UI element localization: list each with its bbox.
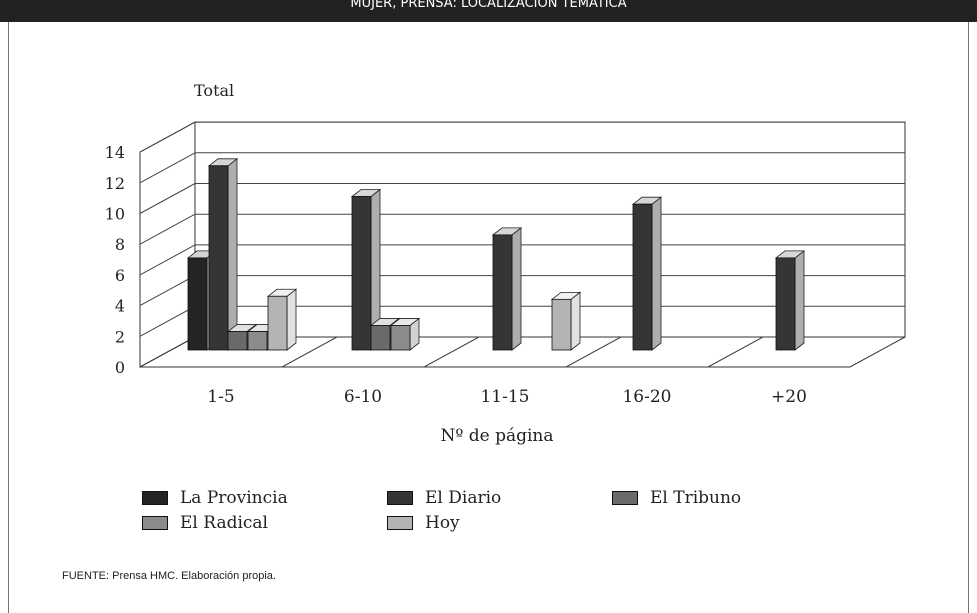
bar: [247, 331, 268, 351]
legend-label-hoy: Hoy: [425, 513, 460, 533]
gridline-side: [139, 244, 196, 276]
gridline-side: [139, 121, 196, 153]
legend-item-la-provincia: La Provincia: [142, 488, 288, 508]
legend: La Provincia El Diario El Tribuno El Rad…: [142, 488, 842, 540]
legend-swatch-la-provincia: [142, 491, 168, 505]
bar-side: [570, 291, 581, 351]
floor-divider: [423, 336, 480, 368]
floor-divider: [565, 336, 622, 368]
x-tick-label: +20: [771, 387, 807, 407]
floor: [139, 336, 906, 368]
y-tick-label: 0: [115, 358, 125, 377]
bar: [551, 298, 572, 351]
bar-side: [651, 196, 662, 351]
legend-swatch-el-radical: [142, 516, 168, 530]
legend-swatch-el-tribuno: [612, 491, 638, 505]
y-tick-label: 2: [115, 327, 125, 346]
x-tick-label: 16-20: [622, 387, 671, 407]
y-tick-label: 14: [105, 143, 125, 162]
legend-item-el-radical: El Radical: [142, 513, 268, 533]
y-tick-label: 8: [115, 235, 125, 254]
legend-item-el-tribuno: El Tribuno: [612, 488, 741, 508]
x-tick-label: 6-10: [344, 387, 382, 407]
legend-item-el-diario: El Diario: [387, 488, 501, 508]
y-tick-label: 10: [105, 205, 125, 224]
y-axis-title: Total: [194, 81, 234, 100]
legend-label-el-radical: El Radical: [180, 513, 268, 533]
gridline-side: [139, 152, 196, 184]
bar: [370, 325, 391, 351]
y-tick-label: 4: [115, 297, 125, 316]
bar: [208, 165, 229, 351]
bar: [492, 234, 513, 351]
x-tick-label: 11-15: [480, 387, 529, 407]
bar: [227, 331, 248, 351]
bar-side: [794, 250, 805, 351]
bar-side: [227, 157, 238, 351]
gridline-side: [139, 305, 196, 337]
bar: [267, 295, 288, 351]
legend-swatch-el-diario: [387, 491, 413, 505]
gridline-side: [139, 213, 196, 245]
bar: [187, 257, 208, 351]
legend-label-el-tribuno: El Tribuno: [650, 488, 742, 508]
source-note: FUENTE: Prensa HMC. Elaboración propia.: [62, 570, 276, 582]
header-bar: MUJER, PRENSA: LOCALIZACIÓN TEMÁTICA: [0, 0, 977, 22]
bar: [632, 203, 653, 351]
side-wall: [139, 121, 196, 368]
floor-divider: [707, 336, 764, 368]
legend-label-la-provincia: La Provincia: [180, 488, 288, 508]
bar: [775, 257, 796, 351]
legend-swatch-hoy: [387, 516, 413, 530]
y-tick-label: 12: [105, 174, 125, 193]
bar: [351, 196, 372, 351]
gridline-side: [139, 183, 196, 214]
bar: [390, 325, 411, 351]
x-tick-label: 1-5: [207, 387, 234, 407]
y-tick-label: 6: [115, 266, 125, 285]
bar-side: [286, 288, 297, 351]
x-axis-title: Nº de página: [440, 426, 553, 446]
floor-divider: [281, 336, 338, 368]
header-title: MUJER, PRENSA: LOCALIZACIÓN TEMÁTICA: [350, 0, 627, 11]
legend-item-hoy: Hoy: [387, 513, 460, 533]
legend-label-el-diario: El Diario: [425, 488, 502, 508]
gridline-side: [139, 275, 196, 307]
chart-frame: [8, 22, 969, 613]
bar-side: [511, 227, 522, 351]
